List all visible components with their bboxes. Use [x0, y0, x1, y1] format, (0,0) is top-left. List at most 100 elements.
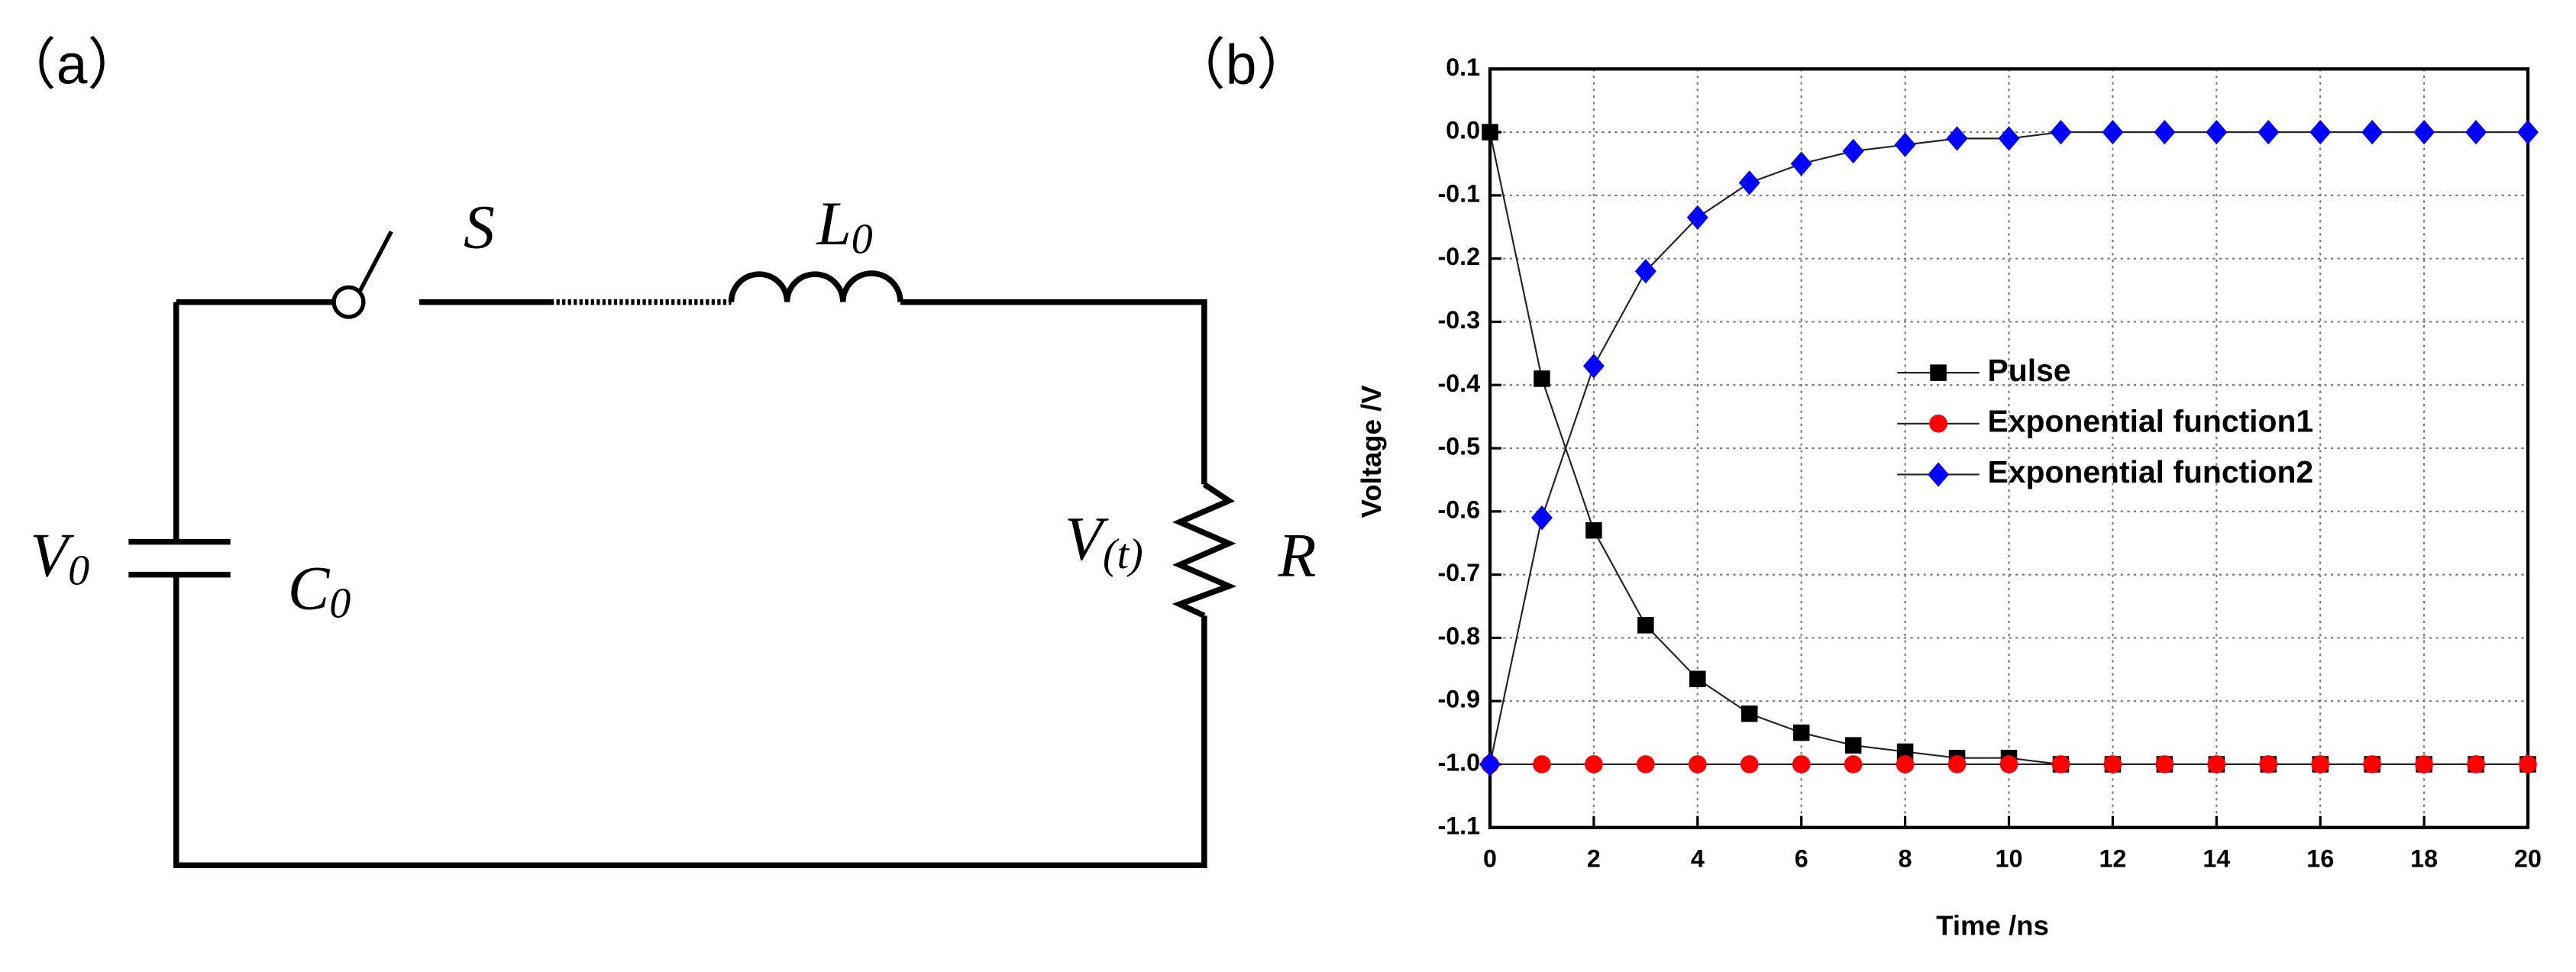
circuit-label: V0: [30, 520, 89, 594]
marker: [2361, 119, 2384, 145]
marker: [1896, 755, 1915, 773]
y-tick-label: 0.1: [1446, 53, 1480, 81]
switch-lever: [358, 230, 393, 292]
marker: [1482, 124, 1498, 140]
marker: [1998, 126, 2020, 151]
marker: [1792, 724, 1810, 741]
marker: [2155, 755, 2174, 773]
legend-label: Pulse: [1988, 353, 2071, 388]
marker: [1790, 151, 1812, 176]
x-tick-label: 4: [1691, 844, 1705, 872]
x-tick-label: 14: [2203, 844, 2230, 872]
marker: [2050, 119, 2072, 145]
marker: [1533, 755, 1551, 773]
capacitor: [128, 538, 231, 578]
marker: [2102, 119, 2124, 145]
chart: 0.1 0.0 -0.1 -0.2 -0.3 -0.4 -0.5 -0.6 -0.7 -0.8 -0…: [1356, 53, 2542, 941]
marker: [2413, 119, 2435, 145]
symbol: L: [816, 189, 851, 258]
x-tick-label: 0: [1483, 844, 1497, 872]
symbol: C: [288, 553, 331, 622]
y-tick-label: -0.9: [1438, 686, 1481, 713]
marker: [2415, 755, 2433, 773]
y-tick-label: -0.7: [1438, 559, 1481, 586]
marker: [2103, 755, 2122, 773]
marker: [1896, 743, 1914, 760]
marker: [1946, 126, 1968, 151]
inductor: [728, 270, 903, 302]
legend-marker: [1928, 462, 1950, 487]
marker: [1585, 522, 1602, 539]
circuit-label: S: [464, 192, 495, 261]
marker: [1585, 755, 1603, 773]
marker: [1947, 755, 1967, 773]
marker: [1740, 706, 1758, 722]
marker: [1530, 505, 1553, 531]
marker: [1534, 370, 1550, 387]
panel-label: （b）: [1170, 34, 1313, 96]
legend-label: Exponential function2: [1988, 454, 2314, 489]
x-tick-label: 12: [2099, 844, 2126, 872]
marker: [1792, 755, 1811, 773]
circuit-label: V(t): [1065, 504, 1143, 578]
y-tick-label: -0.3: [1438, 306, 1481, 334]
marker: [1637, 617, 1654, 634]
marker: [1688, 755, 1707, 773]
subscript: 0: [852, 215, 873, 263]
marker: [2207, 755, 2226, 773]
marker: [2206, 119, 2228, 145]
subscript: 0: [329, 580, 351, 627]
marker: [2363, 755, 2381, 773]
y-tick-label: -1.0: [1438, 748, 1481, 776]
marker: [2519, 755, 2537, 773]
x-axis-label: Time /ns: [1936, 910, 2049, 941]
marker: [2259, 755, 2278, 773]
symbol: S: [464, 192, 495, 261]
marker: [1582, 354, 1605, 379]
marker: [1637, 755, 1655, 773]
y-tick-label: -0.8: [1438, 622, 1481, 650]
circuit-label: C0: [288, 553, 351, 627]
resistor: [1172, 482, 1237, 618]
marker: [1842, 138, 1864, 164]
circuit-label: R: [1278, 520, 1317, 589]
circuit-label: L0: [816, 189, 872, 263]
marker: [2258, 119, 2280, 145]
wire: [173, 299, 1207, 868]
marker: [1999, 755, 2018, 773]
legend-label: Exponential function1: [1988, 404, 2314, 439]
marker: [1689, 670, 1706, 687]
subscript: (t): [1103, 531, 1143, 578]
legend-marker: [1929, 414, 1947, 433]
marker: [1686, 205, 1708, 230]
x-tick-label: 10: [1996, 844, 2023, 872]
panel-label: （a）: [1, 34, 144, 96]
y-tick-label: -0.4: [1438, 370, 1481, 397]
y-tick-label: -0.2: [1438, 243, 1481, 270]
symbol: V: [30, 520, 74, 589]
y-tick-label: -0.6: [1438, 496, 1481, 523]
marker: [1844, 755, 1863, 773]
marker: [1894, 132, 1916, 157]
circuit: [128, 230, 1237, 868]
marker: [2517, 119, 2539, 145]
marker: [2465, 119, 2487, 145]
x-tick-label: 2: [1587, 844, 1601, 872]
marker: [2467, 755, 2485, 773]
subscript: 0: [68, 547, 89, 594]
marker: [2051, 755, 2070, 773]
legend-marker: [1930, 364, 1947, 381]
marker: [2154, 119, 2176, 145]
x-tick-label: 16: [2306, 844, 2334, 872]
symbol: V: [1065, 504, 1109, 573]
switch-pivot: [331, 285, 366, 319]
plot-frame: [1488, 67, 2530, 829]
marker: [2309, 119, 2332, 145]
x-tick-label: 18: [2410, 844, 2438, 872]
y-tick-label: -0.1: [1438, 179, 1481, 207]
symbol: R: [1278, 520, 1317, 589]
x-tick-label: 20: [2514, 844, 2542, 872]
marker: [1740, 755, 1759, 773]
